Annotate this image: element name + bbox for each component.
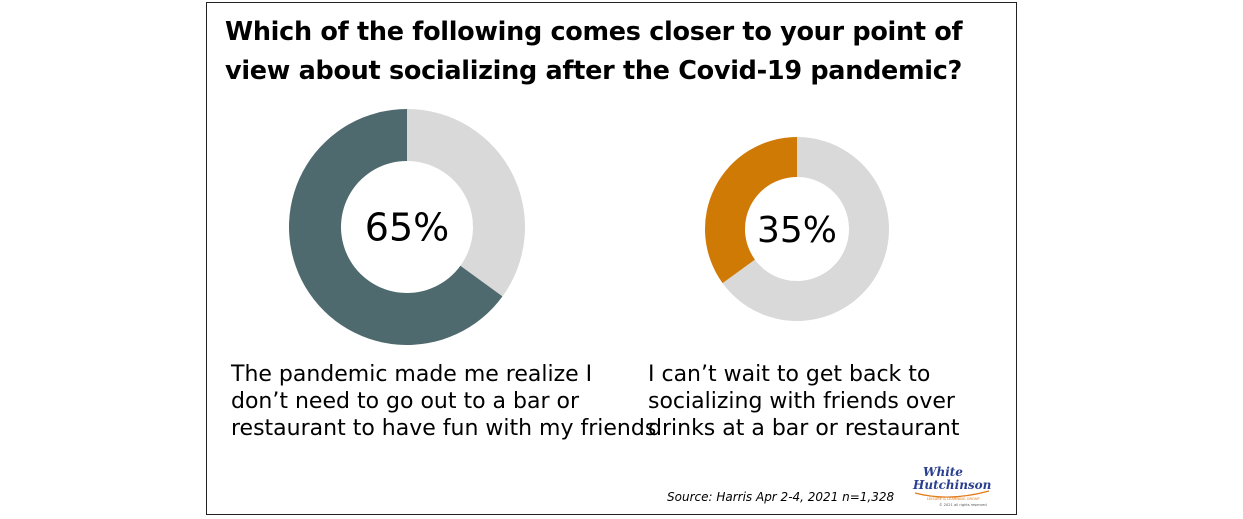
caption-line: don’t need to go out to a bar or <box>231 389 580 414</box>
caption-line: socializing with friends over <box>648 389 955 414</box>
logo-text-hutchinson: Hutchinson <box>912 478 991 492</box>
white-hutchinson-logo: White Hutchinson LEISURE & LEARNING GROU… <box>912 465 991 507</box>
caption-realize: The pandemic made me realize I don’t nee… <box>231 361 656 442</box>
chart-title: Which of the following comes closer to y… <box>225 13 1005 91</box>
caption-cant-wait: I can’t wait to get back to socializing … <box>648 361 960 442</box>
donut-value-label: 65% <box>365 206 449 250</box>
logo-copyright: © 2021 all rights reserved <box>939 503 987 507</box>
caption-line: The pandemic made me realize I <box>231 362 593 387</box>
donut-slice <box>288 109 503 345</box>
donut-slice <box>705 137 797 284</box>
source-note: Source: Harris Apr 2-4, 2021 n=1,328 <box>667 490 895 504</box>
chart-frame: Which of the following comes closer to y… <box>206 2 1017 515</box>
logo-tagline: LEISURE & LEARNING GROUP <box>927 497 980 501</box>
caption-line: restaurant to have fun with my friends <box>231 416 657 441</box>
donut-remainder <box>407 109 525 297</box>
caption-line: I can’t wait to get back to <box>648 362 931 387</box>
logo-text-white: White <box>923 465 963 479</box>
title-line: view about socializing after the Covid-1… <box>225 56 963 86</box>
caption-line: drinks at a bar or restaurant <box>648 416 960 441</box>
donut-chart-realize: 65% <box>288 109 525 345</box>
logo-swoosh <box>914 490 990 498</box>
donut-chart-cant-wait: 35% <box>705 137 889 321</box>
donut-remainder <box>722 137 889 321</box>
title-line: Which of the following comes closer to y… <box>225 17 963 47</box>
donut-value-label: 35% <box>757 210 837 251</box>
